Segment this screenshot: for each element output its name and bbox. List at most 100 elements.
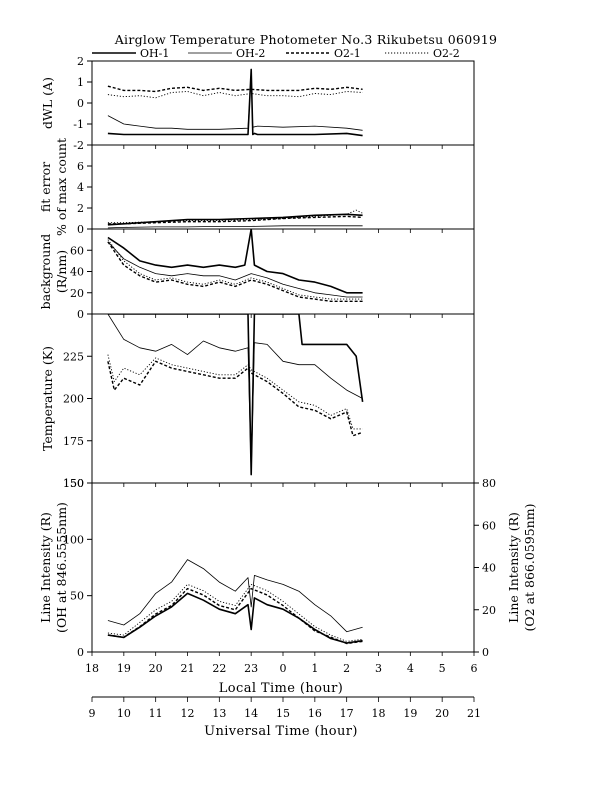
ytick-label-background: 20 xyxy=(70,287,84,300)
legend-label-o2-2: O2-2 xyxy=(433,47,460,60)
ytick-label-background: 40 xyxy=(70,266,84,279)
xtick-label-ut: 19 xyxy=(403,707,417,720)
series-dwl-oh-2 xyxy=(107,75,363,131)
panels: -2 -1 0 1 2 dWL (A) 0 2 4 6 fit error% of max coun… xyxy=(38,55,537,659)
ylabel-background: background xyxy=(38,234,53,310)
series-temperature-o2-2 xyxy=(107,354,363,430)
series-temperature-o2-1 xyxy=(107,360,363,437)
legend-label-oh-1: OH-1 xyxy=(140,47,169,60)
xtick-label-local: 6 xyxy=(471,662,478,675)
series-temperature-oh-2 xyxy=(107,314,363,476)
series-dwl-o2-2 xyxy=(107,91,363,99)
ytick-label-fiterror: 4 xyxy=(77,181,84,194)
ytick-label-dwl: -1 xyxy=(73,118,84,131)
panel-frame-fiterror xyxy=(91,144,475,230)
xtick-label-local: 3 xyxy=(375,662,382,675)
xtick-label-local: 4 xyxy=(407,662,414,675)
ytick-label-temperature: 200 xyxy=(63,393,84,406)
ytick-label-intensity: 50 xyxy=(70,590,84,603)
ytick-label-intensity: 150 xyxy=(63,477,84,490)
xtick-label-ut: 11 xyxy=(149,707,163,720)
xtick-label-ut: 15 xyxy=(276,707,290,720)
series-dwl-oh-1 xyxy=(107,68,363,137)
series-intensity-o2-2 xyxy=(107,583,363,642)
xtick-label-ut: 12 xyxy=(181,707,195,720)
series-fiterror-o2-2 xyxy=(107,209,363,224)
y2tick-label-intensity: 60 xyxy=(482,519,496,532)
xtick-label-ut: 18 xyxy=(372,707,386,720)
ytick-label-temperature: 175 xyxy=(63,435,84,448)
series-background-o2-2 xyxy=(107,239,363,300)
xtick-label-local: 18 xyxy=(85,662,99,675)
series-intensity-oh-2 xyxy=(107,559,363,633)
legend-label-oh-2: OH-2 xyxy=(236,47,265,60)
panel-frame-intensity xyxy=(91,482,475,653)
xtick-label-ut: 9 xyxy=(89,707,96,720)
ylabel-intensity: Line Intensity (R) xyxy=(38,512,53,623)
xtick-label-ut: 14 xyxy=(244,707,258,720)
series-background-oh-2 xyxy=(107,241,363,298)
ytick-label-dwl: -2 xyxy=(73,139,84,152)
ytick-label-temperature: 225 xyxy=(63,350,84,363)
series-intensity-oh-1 xyxy=(107,592,363,644)
y2tick-label-intensity: 0 xyxy=(482,646,489,659)
ytick-label-temperature: 150 xyxy=(63,477,84,490)
ytick-label-dwl: 2 xyxy=(77,55,84,68)
ytick-label-background: 0 xyxy=(77,308,84,321)
series-fiterror-oh-2 xyxy=(107,225,363,229)
xtick-label-local: 1 xyxy=(311,662,318,675)
panel-fiterror: 0 2 4 6 fit error% of max count xyxy=(38,138,475,236)
ylabel-fiterror: fit error xyxy=(38,162,53,212)
y2tick-label-intensity: 40 xyxy=(482,562,496,575)
xtick-label-local: 19 xyxy=(117,662,131,675)
ytick-label-background: 60 xyxy=(70,244,84,257)
xtick-label-local: 5 xyxy=(439,662,446,675)
ylabel2-fiterror: % of max count xyxy=(54,138,69,236)
xlabel-ut: Universal Time (hour) xyxy=(204,724,358,739)
ylabel-dwl: dWL (A) xyxy=(40,77,55,129)
ylabel-temperature: Temperature (K) xyxy=(40,346,55,451)
chart-title: Airglow Temperature Photometer No.3 Riku… xyxy=(114,32,498,47)
panel-frame-temperature xyxy=(91,313,475,484)
ytick-label-fiterror: 0 xyxy=(77,223,84,236)
xtick-label-ut: 10 xyxy=(117,707,131,720)
xtick-label-local: 0 xyxy=(280,662,287,675)
ytick-label-dwl: 1 xyxy=(77,76,84,89)
legend: OH-1 OH-2 O2-1 O2-2 xyxy=(92,47,460,60)
xtick-label-ut: 13 xyxy=(212,707,226,720)
series-background-oh-1 xyxy=(107,229,363,294)
panel-background: 0 20 40 60 background (R/nm) xyxy=(38,228,475,321)
series-temperature-oh-1 xyxy=(107,314,364,476)
y2label-intensity: Line Intensity (R) xyxy=(506,512,521,623)
xtick-label-local: 22 xyxy=(212,662,226,675)
xtick-label-local: 20 xyxy=(149,662,163,675)
ytick-label-intensity: 100 xyxy=(63,533,84,546)
panel-frame-background xyxy=(91,228,475,315)
panel-temperature: 150 175 200 225 Temperature (K) xyxy=(40,313,475,490)
y2label2-intensity: (O2 at 866.0595nm) xyxy=(522,504,537,632)
legend-label-o2-1: O2-1 xyxy=(334,47,361,60)
xtick-label-local: 23 xyxy=(244,662,258,675)
panel-dwl: -2 -1 0 1 2 dWL (A) xyxy=(40,55,475,152)
panel-frame-dwl xyxy=(91,60,475,146)
xtick-label-local: 2 xyxy=(343,662,350,675)
series-background-o2-1 xyxy=(107,241,363,302)
xtick-label-local: 21 xyxy=(181,662,195,675)
xtick-label-ut: 21 xyxy=(467,707,481,720)
xlabel-local: Local Time (hour) xyxy=(219,681,344,696)
ytick-label-fiterror: 6 xyxy=(77,160,84,173)
xtick-label-ut: 16 xyxy=(308,707,322,720)
ylabel2-background: (R/nm) xyxy=(54,250,69,293)
ylabel2-intensity: (OH at 846.5555nm) xyxy=(54,502,69,633)
series-dwl-o2-1 xyxy=(107,85,363,93)
ytick-label-dwl: 0 xyxy=(77,97,84,110)
y2tick-label-intensity: 80 xyxy=(482,477,496,490)
ytick-label-fiterror: 2 xyxy=(77,202,84,215)
xtick-label-ut: 20 xyxy=(435,707,449,720)
ytick-label-intensity: 0 xyxy=(77,646,84,659)
series-fiterror-o2-1 xyxy=(107,215,363,225)
xtick-label-ut: 17 xyxy=(340,707,354,720)
